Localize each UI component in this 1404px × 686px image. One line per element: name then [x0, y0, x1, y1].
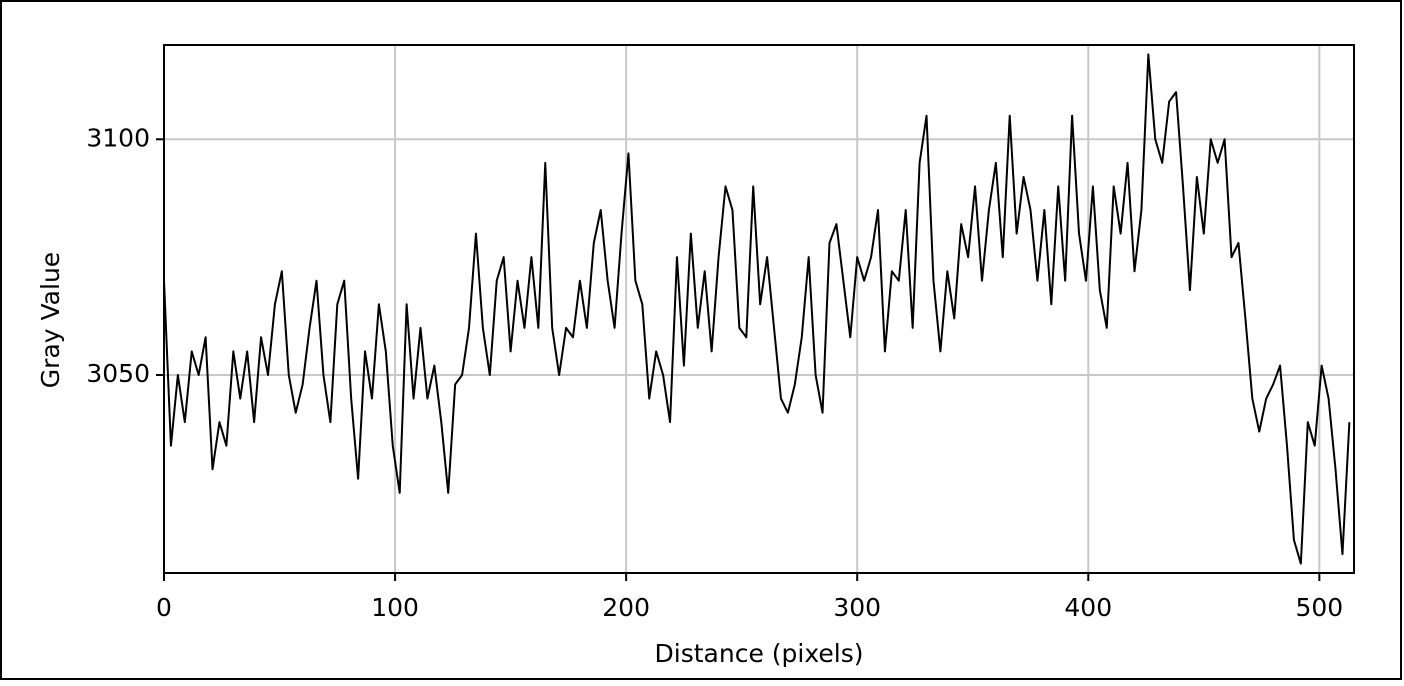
x-tick-label: 300: [833, 593, 881, 622]
y-tick-label: 3050: [86, 359, 150, 388]
x-tick-label: 0: [156, 593, 172, 622]
x-tick-label: 100: [371, 593, 419, 622]
x-tick-label: 500: [1295, 593, 1343, 622]
x-tick-label: 400: [1064, 593, 1112, 622]
y-tick-label: 3100: [86, 123, 150, 152]
plot-frame: [163, 44, 1355, 574]
y-axis-label: Gray Value: [36, 252, 65, 388]
x-tick-label: 200: [602, 593, 650, 622]
x-axis-label: Distance (pixels): [655, 639, 864, 668]
data-line: [163, 53, 1351, 565]
